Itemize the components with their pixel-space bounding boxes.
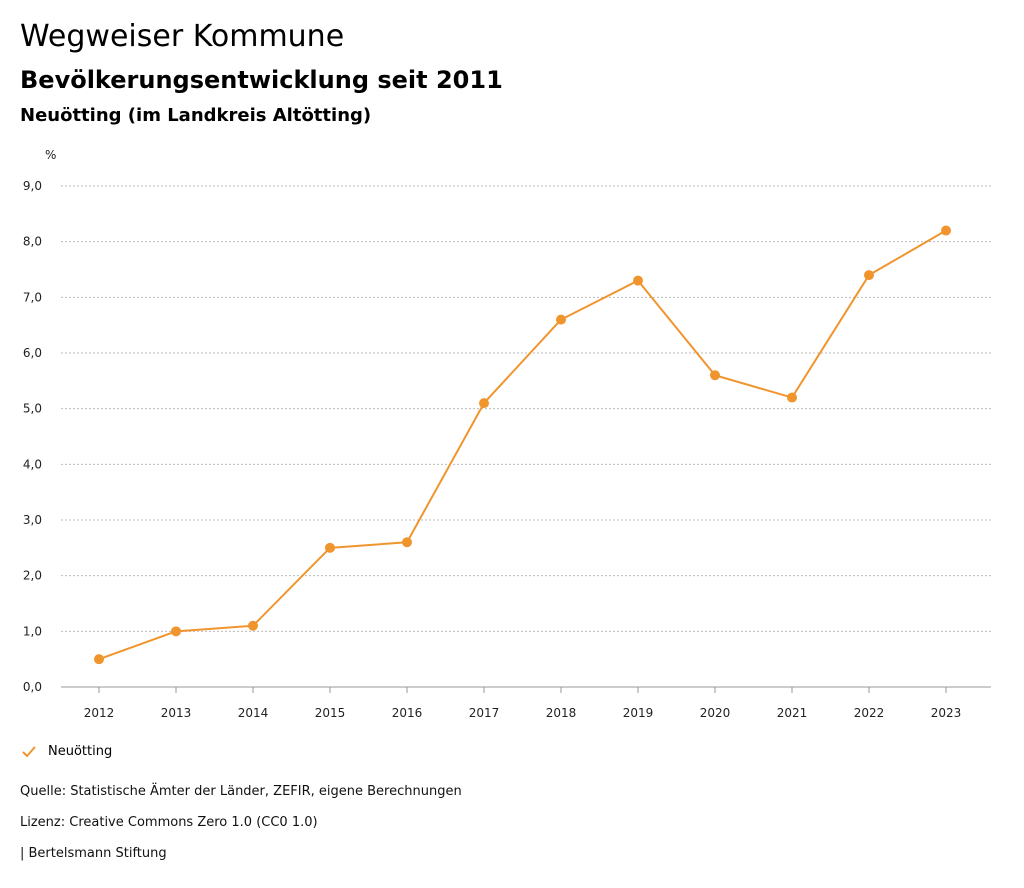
y-tick-label: 2,0: [23, 569, 42, 583]
source-text: Quelle: Statistische Ämter der Länder, Z…: [20, 784, 462, 799]
x-tick-label: 2022: [854, 706, 885, 720]
data-point[interactable]: [941, 225, 951, 236]
y-tick-label: 3,0: [23, 513, 42, 527]
x-tick-label: 2021: [777, 706, 808, 720]
series-line: [98, 229, 947, 661]
y-tick-label: 8,0: [23, 235, 42, 249]
grid-lines: [61, 185, 991, 632]
credit-text: | Bertelsmann Stiftung: [20, 846, 167, 861]
y-tick-label: 7,0: [23, 290, 42, 304]
license-text: Lizenz: Creative Commons Zero 1.0 (CC0 1…: [20, 815, 318, 830]
y-axis-ticks: 0,0 1,0 2,0 3,0 4,0 5,0 6,0 7,0 8,0 9,0: [23, 179, 42, 694]
data-point[interactable]: [171, 626, 181, 637]
data-point[interactable]: [710, 370, 720, 381]
x-tick-label: 2015: [315, 706, 346, 720]
chart-title: Wegweiser Kommune: [20, 19, 345, 54]
y-tick-label: 6,0: [23, 346, 42, 360]
data-point[interactable]: [402, 537, 412, 548]
x-tick-label: 2017: [469, 706, 500, 720]
y-tick-label: 9,0: [23, 179, 42, 193]
y-tick-label: 4,0: [23, 457, 42, 471]
data-point[interactable]: [248, 620, 258, 631]
legend[interactable]: Neuötting: [22, 744, 112, 759]
x-tick-label: 2013: [161, 706, 192, 720]
region-label: Neuötting (im Landkreis Altötting): [20, 105, 372, 126]
series-neuoetting: [94, 225, 951, 665]
data-point[interactable]: [325, 542, 335, 553]
x-tick-label: 2020: [700, 706, 731, 720]
y-tick-label: 0,0: [23, 680, 42, 694]
data-point[interactable]: [94, 654, 104, 665]
x-tick-label: 2023: [931, 706, 962, 720]
x-axis-ticks: 2012 2013 2014 2015 2016 2017 2018 2019 2020 2021…: [84, 687, 962, 720]
x-tick-label: 2012: [84, 706, 115, 720]
data-point[interactable]: [864, 270, 874, 281]
y-tick-label: 1,0: [23, 624, 42, 638]
data-point[interactable]: [633, 275, 643, 286]
y-tick-label: 5,0: [23, 402, 42, 416]
data-point[interactable]: [787, 392, 797, 403]
data-point[interactable]: [556, 314, 566, 325]
data-point[interactable]: [479, 398, 489, 409]
legend-item-label: Neuötting: [48, 744, 113, 759]
line-chart: 0,01,02,03,04,05,06,07,08,09,0 2012 2013 2…: [23, 148, 991, 720]
y-axis-unit-label: %: [45, 148, 56, 162]
check-icon: [22, 746, 36, 757]
x-tick-label: 2014: [238, 706, 269, 720]
x-tick-label: 2018: [546, 706, 577, 720]
x-tick-label: 2019: [623, 706, 654, 720]
x-tick-label: 2016: [392, 706, 423, 720]
chart-subtitle: Bevölkerungsentwicklung seit 2011: [20, 66, 503, 94]
